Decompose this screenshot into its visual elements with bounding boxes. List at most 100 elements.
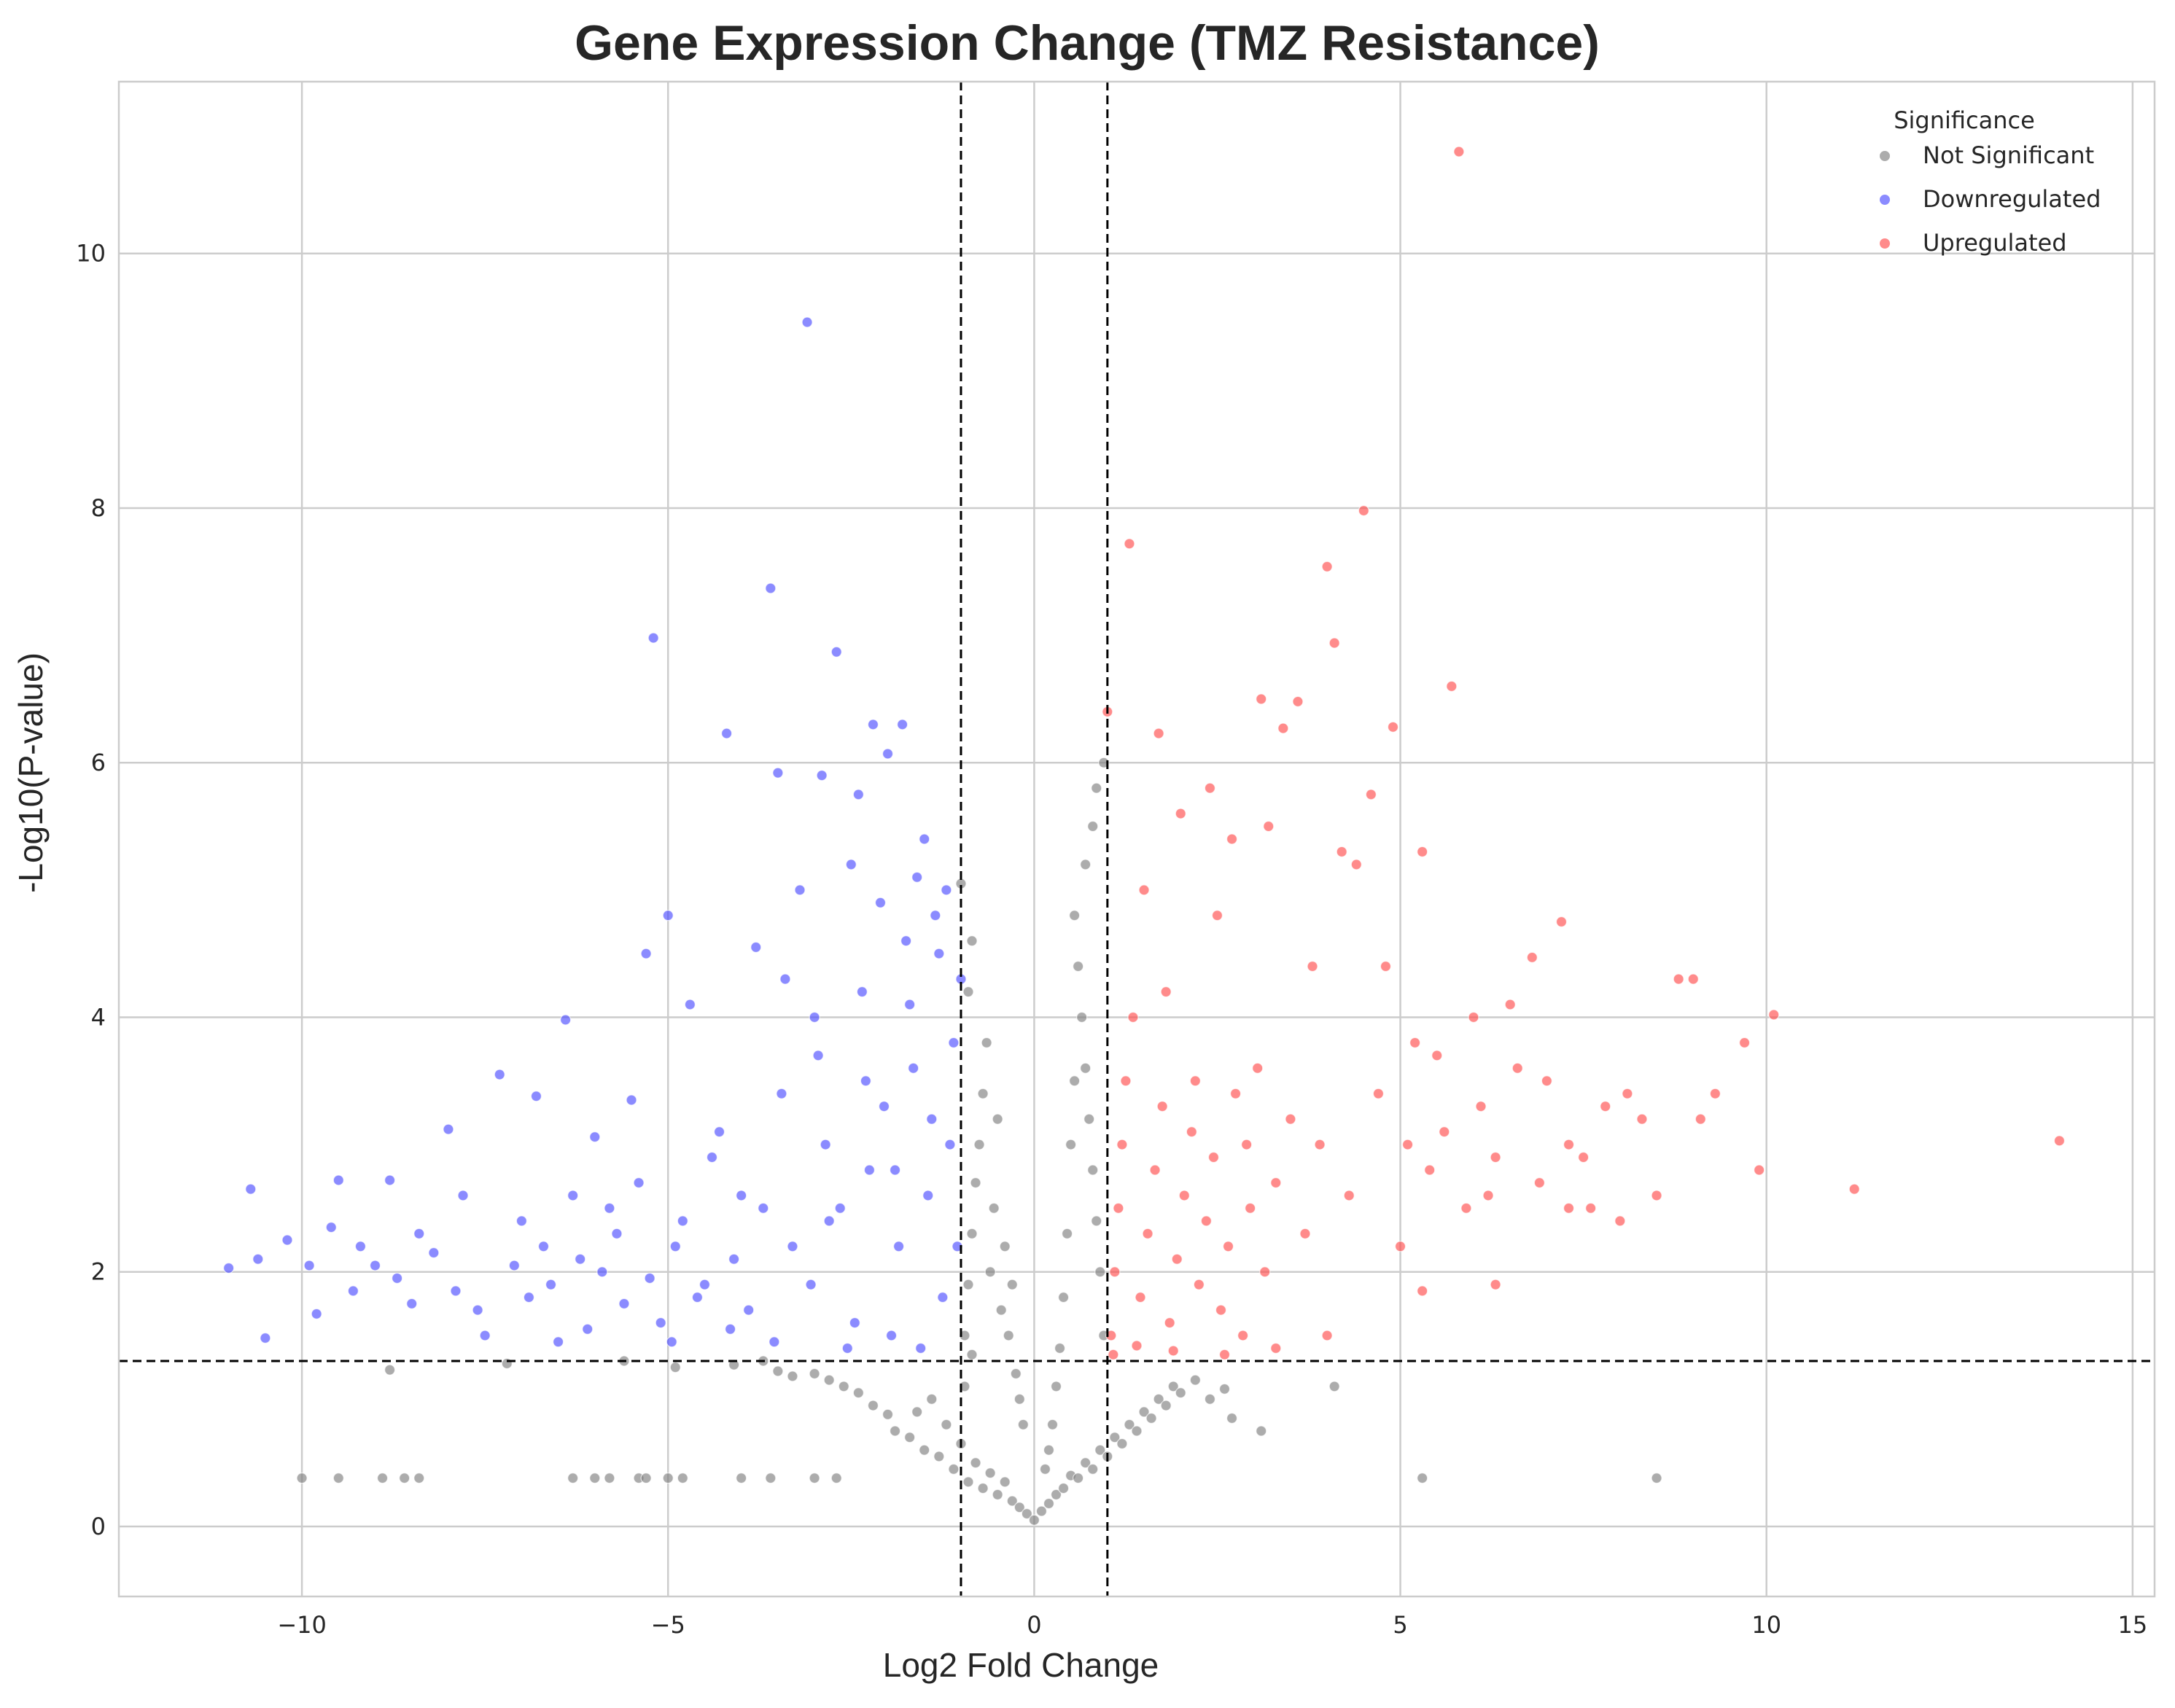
data-point <box>1245 1202 1256 1214</box>
y-tick-label: 4 <box>91 1003 106 1031</box>
data-point <box>1218 1349 1231 1360</box>
data-point <box>1178 1190 1190 1201</box>
data-point <box>1204 1393 1216 1405</box>
y-tick-label: 8 <box>91 494 106 522</box>
data-point <box>962 1476 974 1488</box>
data-point <box>1171 1253 1183 1265</box>
data-point <box>1175 1387 1186 1399</box>
data-point <box>1343 1190 1355 1201</box>
data-point <box>1167 1345 1179 1357</box>
data-point <box>713 1126 725 1138</box>
data-point <box>966 1349 978 1360</box>
data-point <box>479 1330 491 1341</box>
data-point <box>1417 1285 1428 1297</box>
y-axis-label: -Log10(P-value) <box>12 652 50 893</box>
data-point <box>281 1234 293 1246</box>
data-point <box>406 1298 418 1309</box>
data-points <box>223 146 2066 1526</box>
data-point <box>966 1228 978 1239</box>
data-point <box>1124 538 1135 550</box>
data-point <box>809 1011 820 1023</box>
data-point <box>1526 951 1538 963</box>
data-point <box>1109 1432 1121 1443</box>
data-point <box>1073 1473 1084 1484</box>
data-point <box>941 884 952 896</box>
data-point <box>765 1473 777 1484</box>
data-point <box>1080 1062 1092 1074</box>
data-point <box>933 1451 945 1462</box>
data-point <box>769 1336 780 1348</box>
data-point <box>662 1473 674 1484</box>
data-point <box>589 1131 601 1143</box>
data-point <box>970 1457 981 1469</box>
data-point <box>860 1075 872 1087</box>
data-point <box>1292 695 1304 708</box>
data-point <box>772 767 784 779</box>
data-point <box>1237 1330 1249 1341</box>
data-point <box>933 948 945 959</box>
data-point <box>1328 1381 1340 1392</box>
data-point <box>743 1304 755 1316</box>
plot-frame <box>117 80 2156 1598</box>
data-point <box>1328 637 1340 649</box>
data-point <box>959 1330 970 1341</box>
data-point <box>941 1419 952 1430</box>
data-point <box>604 1202 615 1214</box>
data-point <box>937 1292 949 1303</box>
data-point <box>995 1304 1007 1316</box>
data-point <box>889 1425 901 1437</box>
data-point <box>1087 820 1099 832</box>
data-point <box>1768 1009 1780 1021</box>
data-point <box>999 1241 1011 1252</box>
legend-label: Downregulated <box>1923 185 2101 213</box>
data-point <box>1043 1497 1055 1510</box>
data-point <box>1695 1113 1706 1125</box>
data-point <box>728 1253 740 1265</box>
data-point <box>1270 1177 1282 1189</box>
x-tick-label: 15 <box>2118 1611 2148 1639</box>
data-point <box>1848 1183 1860 1195</box>
data-point <box>1193 1279 1205 1290</box>
data-point <box>1204 782 1216 794</box>
data-point <box>589 1473 601 1484</box>
data-point <box>1138 1406 1150 1418</box>
data-point <box>1218 1383 1231 1395</box>
data-point <box>1094 1444 1106 1456</box>
data-point <box>787 1370 798 1382</box>
data-point <box>1350 859 1362 870</box>
data-point <box>669 1362 681 1373</box>
legend: Significance Not Significant Downregulate… <box>1880 106 2101 257</box>
data-point <box>1709 1088 1721 1099</box>
data-point <box>882 1408 894 1420</box>
data-point <box>725 1323 736 1335</box>
data-point <box>1013 1393 1025 1405</box>
data-point <box>765 582 777 594</box>
data-point <box>1490 1151 1501 1163</box>
data-point <box>413 1473 425 1484</box>
data-point <box>809 1368 820 1380</box>
data-point <box>1003 1330 1014 1341</box>
legend-label: Not Significant <box>1923 141 2094 169</box>
data-point <box>552 1336 564 1348</box>
data-point <box>1200 1215 1213 1227</box>
data-point <box>750 941 762 954</box>
data-point <box>926 1393 938 1405</box>
tick-labels: −10 −5 0 5 10 15 0 2 4 6 8 10 <box>76 240 2147 1639</box>
data-point <box>1541 1075 1553 1087</box>
data-point <box>1069 1075 1081 1087</box>
data-point <box>1585 1202 1597 1214</box>
data-point <box>1083 1113 1095 1125</box>
data-point <box>919 1444 930 1456</box>
data-point <box>252 1253 264 1265</box>
data-point <box>948 1463 960 1475</box>
data-point <box>952 1241 963 1252</box>
data-point <box>260 1332 271 1344</box>
data-point <box>758 1202 769 1214</box>
data-point <box>911 1406 923 1418</box>
data-point <box>889 1164 901 1176</box>
data-point <box>736 1190 747 1201</box>
chart-title: Gene Expression Change (TMZ Resistance) <box>575 15 1600 71</box>
data-point <box>992 1113 1003 1125</box>
data-point <box>296 1473 308 1484</box>
data-point <box>1614 1215 1626 1227</box>
